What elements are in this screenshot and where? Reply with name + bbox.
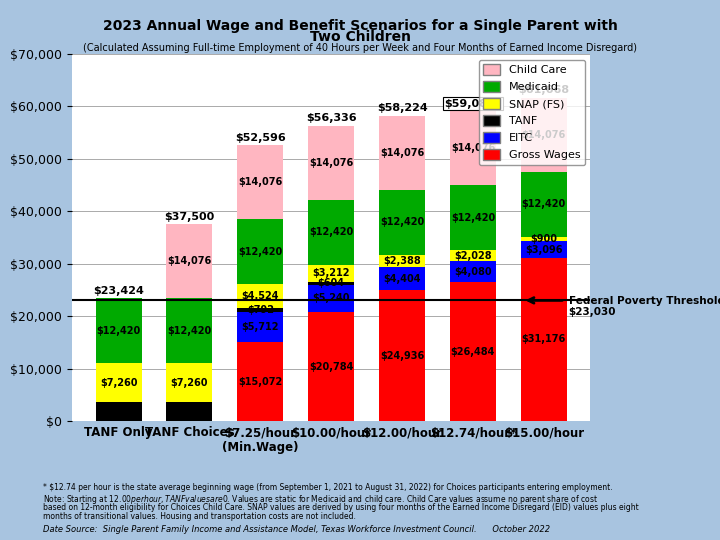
Text: $12,420: $12,420 xyxy=(522,199,566,209)
Text: (Calculated Assuming Full-time Employment of 40 Hours per Week and Four Months o: (Calculated Assuming Full-time Employmen… xyxy=(83,43,637,53)
Text: $14,076: $14,076 xyxy=(451,143,495,153)
Text: $12,420: $12,420 xyxy=(96,326,140,336)
Text: $12,420: $12,420 xyxy=(451,213,495,222)
Text: $12,420: $12,420 xyxy=(309,227,354,237)
Text: Two Children: Two Children xyxy=(310,30,410,44)
Text: $14,076: $14,076 xyxy=(309,158,354,167)
Text: $58,224: $58,224 xyxy=(377,103,428,113)
Bar xyxy=(308,312,354,421)
Text: $12,420: $12,420 xyxy=(238,247,282,256)
Text: * $12.74 per hour is the state average beginning wage (from September 1, 2021 to: * $12.74 per hour is the state average b… xyxy=(43,483,613,492)
Text: $14,076: $14,076 xyxy=(522,130,566,140)
Bar xyxy=(308,265,354,281)
Text: $14,076: $14,076 xyxy=(238,177,282,187)
Bar xyxy=(521,172,567,237)
Text: $2,388: $2,388 xyxy=(383,256,421,266)
Bar xyxy=(308,126,354,199)
Text: $4,080: $4,080 xyxy=(454,267,492,276)
Bar xyxy=(238,284,284,308)
Text: $7,260: $7,260 xyxy=(100,377,138,388)
Text: $14,076: $14,076 xyxy=(380,148,424,158)
Text: Note: Starting at $12.00 per hour, TANF values are $0. Values are static for Med: Note: Starting at $12.00 per hour, TANF … xyxy=(43,493,598,506)
Bar xyxy=(238,145,284,219)
Bar xyxy=(238,312,284,342)
Text: based on 12-month eligibility for Choices Child Care. SNAP values are derived by: based on 12-month eligibility for Choice… xyxy=(43,503,639,512)
Text: $20,784: $20,784 xyxy=(309,362,354,372)
Bar xyxy=(166,363,212,402)
Bar xyxy=(96,402,142,421)
Bar xyxy=(308,281,354,285)
Bar xyxy=(450,111,496,185)
Text: $37,500: $37,500 xyxy=(164,212,215,222)
Bar xyxy=(166,298,212,363)
Bar xyxy=(379,267,425,291)
Text: $3,212: $3,212 xyxy=(312,268,350,278)
Bar xyxy=(166,402,212,421)
Text: $56,336: $56,336 xyxy=(306,113,356,123)
Bar xyxy=(521,241,567,258)
Bar xyxy=(238,219,284,284)
Text: $31,176: $31,176 xyxy=(522,334,566,345)
Bar xyxy=(96,363,142,402)
Bar xyxy=(96,298,142,363)
Text: $15,072: $15,072 xyxy=(238,377,282,387)
Text: $14,076: $14,076 xyxy=(167,256,212,266)
Text: $4,524: $4,524 xyxy=(242,291,279,301)
Bar xyxy=(238,308,284,312)
Text: $5,712: $5,712 xyxy=(242,322,279,332)
Bar xyxy=(308,199,354,265)
Bar xyxy=(308,285,354,312)
Text: $5,240: $5,240 xyxy=(312,293,350,303)
Text: $12,420: $12,420 xyxy=(167,326,212,336)
Text: $3,096: $3,096 xyxy=(525,245,562,254)
Text: $59,088*: $59,088* xyxy=(445,99,501,109)
Bar xyxy=(521,98,567,172)
Bar xyxy=(521,258,567,421)
Text: Federal Poverty Threshold
$23,030: Federal Poverty Threshold $23,030 xyxy=(569,296,720,318)
Text: Date Source:  Single Parent Family Income and Assistance Model, Texas Workforce : Date Source: Single Parent Family Income… xyxy=(43,525,550,534)
Text: $61,668: $61,668 xyxy=(518,85,570,95)
Text: $604: $604 xyxy=(318,278,345,288)
Text: months of transitional values. Housing and transportation costs are not included: months of transitional values. Housing a… xyxy=(43,512,356,522)
Text: $24,936: $24,936 xyxy=(380,351,424,361)
Legend: Child Care, Medicaid, SNAP (FS), TANF, EITC, Gross Wages: Child Care, Medicaid, SNAP (FS), TANF, E… xyxy=(479,59,585,165)
Text: $26,484: $26,484 xyxy=(451,347,495,357)
Text: 2023 Annual Wage and Benefit Scenarios for a Single Parent with: 2023 Annual Wage and Benefit Scenarios f… xyxy=(102,19,618,33)
Bar xyxy=(379,291,425,421)
Bar xyxy=(238,342,284,421)
Text: $792: $792 xyxy=(247,305,274,315)
Bar xyxy=(166,225,212,298)
Bar xyxy=(450,250,496,261)
Text: $3,744: $3,744 xyxy=(100,407,138,416)
Bar xyxy=(379,255,425,267)
Bar xyxy=(379,116,425,190)
Text: $23,424: $23,424 xyxy=(93,286,144,296)
Text: $2,028: $2,028 xyxy=(454,251,492,261)
Bar xyxy=(450,261,496,282)
Text: $900: $900 xyxy=(531,234,557,244)
Bar xyxy=(521,237,567,241)
Text: $3,744: $3,744 xyxy=(171,407,208,416)
Text: $4,404: $4,404 xyxy=(383,274,420,284)
Bar xyxy=(450,282,496,421)
Text: $12,420: $12,420 xyxy=(380,217,424,227)
Text: $7,260: $7,260 xyxy=(171,377,208,388)
Text: $52,596: $52,596 xyxy=(235,133,286,143)
Bar xyxy=(379,190,425,255)
Bar xyxy=(450,185,496,250)
